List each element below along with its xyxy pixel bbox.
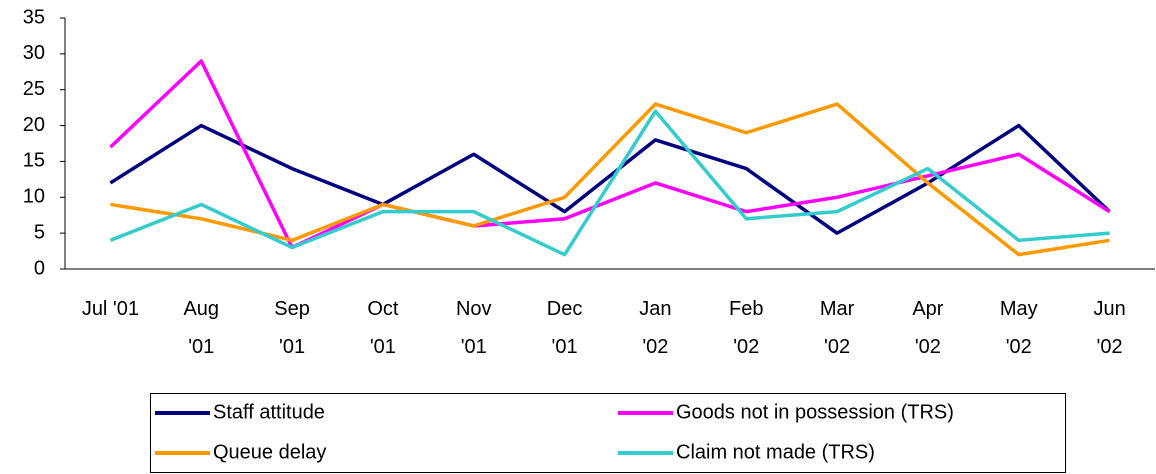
- series-line: [109, 109, 1110, 257]
- x-tick-label: Jan '02: [639, 298, 672, 358]
- x-tick-label: Nov '01: [455, 298, 492, 358]
- series-line: [109, 59, 1111, 250]
- y-tick-label: 15: [23, 150, 45, 172]
- x-tick-label: Mar '02: [819, 298, 855, 358]
- legend-label: Queue delay: [213, 441, 326, 463]
- legend-label: Goods not in possession (TRS): [676, 401, 954, 423]
- legend-box: [150, 393, 1066, 473]
- y-tick-label: 5: [34, 221, 45, 243]
- y-tick-label: 0: [34, 257, 45, 279]
- x-tick-label: Jun '02: [1093, 298, 1126, 358]
- x-tick-label: Oct '01: [367, 298, 399, 358]
- y-tick-label: 25: [23, 78, 45, 100]
- x-tick-label: May '02: [999, 298, 1038, 358]
- legend-label: Claim not made (TRS): [676, 441, 875, 463]
- x-tick-label: Feb '02: [729, 298, 764, 358]
- x-tick-label: Dec '01: [546, 298, 583, 358]
- x-tick-label: Apr '02: [912, 298, 944, 358]
- legend-label: Staff attitude: [213, 401, 325, 423]
- x-tick-label: Jul '01: [81, 298, 139, 320]
- series-line: [110, 102, 1110, 257]
- x-tick-label: Sep '01: [274, 298, 310, 358]
- y-tick-label: 10: [23, 186, 45, 208]
- y-tick-label: 20: [23, 114, 45, 136]
- y-tick-label: 35: [23, 6, 45, 28]
- x-tick-label: Aug '01: [183, 298, 220, 358]
- y-tick-label: 30: [23, 42, 45, 64]
